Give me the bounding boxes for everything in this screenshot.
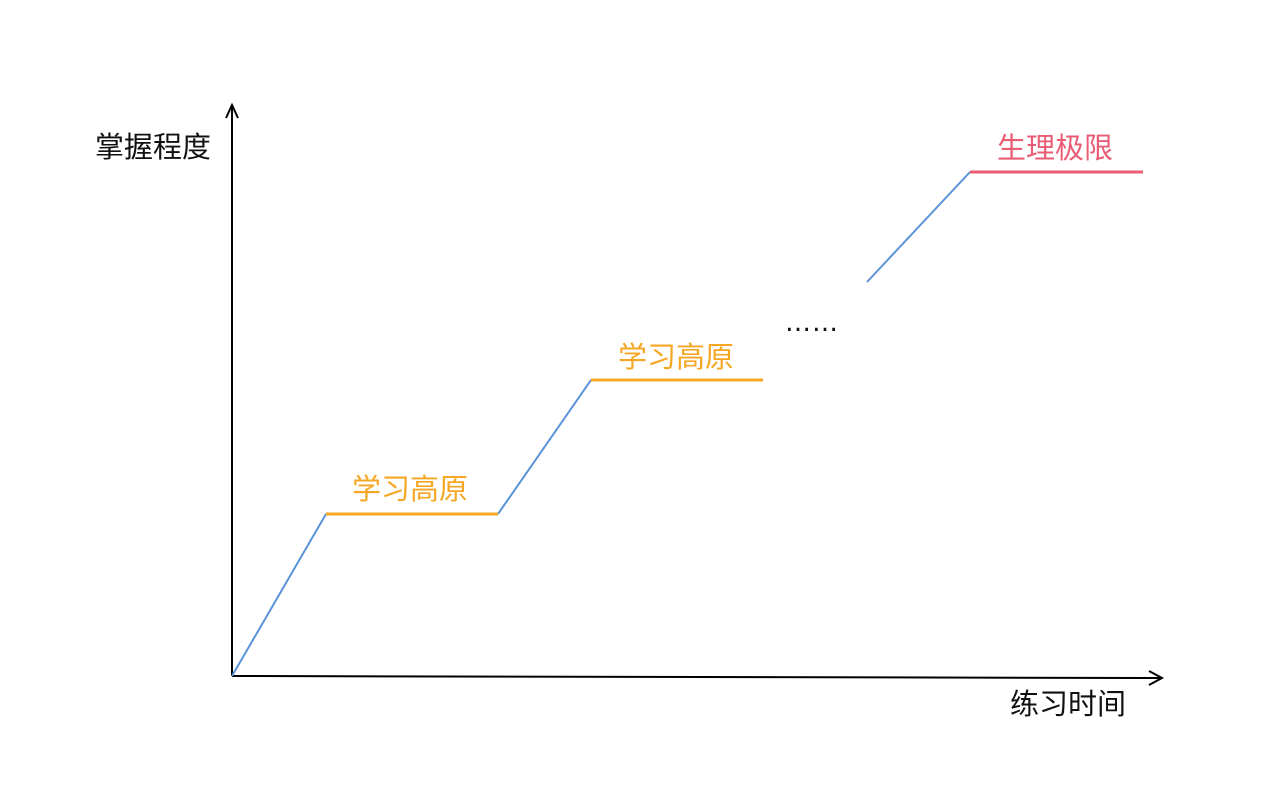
- x-axis-label: 练习时间: [1010, 687, 1127, 721]
- progress-segment-1: [231, 513, 327, 677]
- progress-segment-3: [866, 171, 971, 283]
- plateau-label-1: 学习高原: [352, 472, 469, 506]
- y-axis-arrowhead: [225, 102, 239, 119]
- continuation-ellipsis: ……: [785, 308, 839, 338]
- x-axis-arrowhead: [1148, 670, 1165, 686]
- progress-segment-2: [497, 379, 592, 515]
- y-axis-label: 掌握程度: [95, 130, 212, 164]
- x-axis-line: [231, 675, 1161, 679]
- plateau-label-2: 学习高原: [618, 340, 735, 374]
- limit-label: 生理极限: [997, 131, 1114, 165]
